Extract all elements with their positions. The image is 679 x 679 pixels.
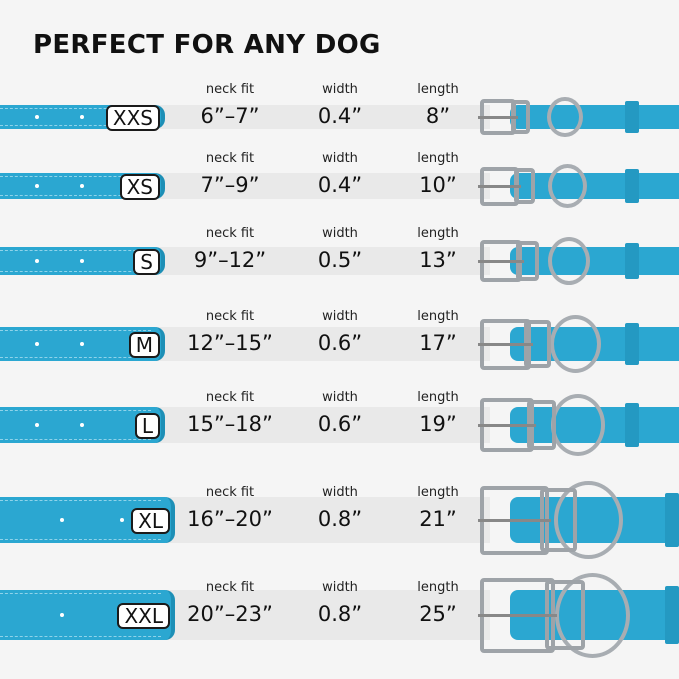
neck-fit-label: neck fit <box>205 390 255 405</box>
row-band <box>150 590 490 640</box>
d-ring-icon <box>548 237 591 285</box>
length-label: length <box>417 151 459 166</box>
buckle-tongue <box>478 519 551 522</box>
neck-fit-value: 6”–7” <box>200 104 260 128</box>
length-label: length <box>417 226 459 241</box>
buckle-tongue <box>478 185 521 188</box>
neck-fit-value: 15”–18” <box>187 412 273 436</box>
row-band <box>150 327 490 361</box>
width-label: width <box>322 390 358 405</box>
neck-fit-label: neck fit <box>205 485 255 500</box>
length-value: 25” <box>419 602 457 626</box>
size-badge: M <box>128 332 160 358</box>
neck-fit-value: 20”–23” <box>187 602 273 626</box>
size-badge: XXL <box>117 603 170 629</box>
buckle-tongue <box>478 424 536 427</box>
d-ring-icon <box>547 163 587 209</box>
length-label: length <box>417 485 459 500</box>
d-ring-icon <box>555 572 630 658</box>
width-value: 0.5” <box>317 248 363 272</box>
width-label: width <box>322 151 358 166</box>
collar-strap-buckle-end <box>510 105 679 129</box>
neck-fit-value: 9”–12” <box>193 248 267 272</box>
size-badge: L <box>134 413 160 439</box>
width-label: width <box>322 309 358 324</box>
row-band <box>150 407 490 443</box>
neck-fit-label: neck fit <box>205 226 255 241</box>
row-band <box>150 247 490 275</box>
length-label: length <box>417 309 459 324</box>
length-label: length <box>417 390 459 405</box>
neck-fit-label: neck fit <box>205 580 255 595</box>
strap-keeper <box>665 493 679 547</box>
neck-fit-label: neck fit <box>205 309 255 324</box>
buckle-tongue <box>478 260 524 263</box>
strap-keeper <box>625 243 639 279</box>
row-band <box>150 173 490 199</box>
buckle-tongue <box>478 614 557 617</box>
size-badge: S <box>133 249 160 275</box>
strap-keeper <box>625 323 639 365</box>
neck-fit-value: 7”–9” <box>200 173 260 197</box>
width-value: 0.6” <box>317 412 363 436</box>
strap-keeper <box>625 169 639 203</box>
size-badge: XXS <box>105 105 160 131</box>
width-value: 0.4” <box>317 173 363 197</box>
d-ring-icon <box>550 315 602 373</box>
neck-fit-label: neck fit <box>205 151 255 166</box>
length-label: length <box>417 580 459 595</box>
length-value: 8” <box>425 104 451 128</box>
collar-strap-buckle-end <box>510 173 679 199</box>
width-value: 0.8” <box>317 507 363 531</box>
width-value: 0.8” <box>317 602 363 626</box>
width-value: 0.4” <box>317 104 363 128</box>
length-label: length <box>417 82 459 97</box>
d-ring-icon <box>553 480 623 560</box>
width-label: width <box>322 226 358 241</box>
row-band <box>150 497 490 543</box>
strap-keeper <box>625 101 639 133</box>
size-badge: XS <box>119 174 160 200</box>
width-label: width <box>322 485 358 500</box>
strap-keeper <box>665 586 679 644</box>
row-band <box>150 105 490 129</box>
neck-fit-label: neck fit <box>205 82 255 97</box>
length-value: 13” <box>419 248 457 272</box>
width-value: 0.6” <box>317 331 363 355</box>
buckle-tongue <box>478 116 518 119</box>
d-ring-icon <box>547 96 584 138</box>
page-title: PERFECT FOR ANY DOG <box>33 30 381 60</box>
buckle-tongue <box>478 343 533 346</box>
length-value: 21” <box>419 507 457 531</box>
neck-fit-value: 16”–20” <box>187 507 273 531</box>
d-ring-icon <box>550 394 605 456</box>
width-label: width <box>322 580 358 595</box>
size-badge: XL <box>131 508 170 534</box>
neck-fit-value: 12”–15” <box>187 331 273 355</box>
strap-keeper <box>625 403 639 447</box>
length-value: 19” <box>419 412 457 436</box>
length-value: 10” <box>419 173 457 197</box>
length-value: 17” <box>419 331 457 355</box>
width-label: width <box>322 82 358 97</box>
